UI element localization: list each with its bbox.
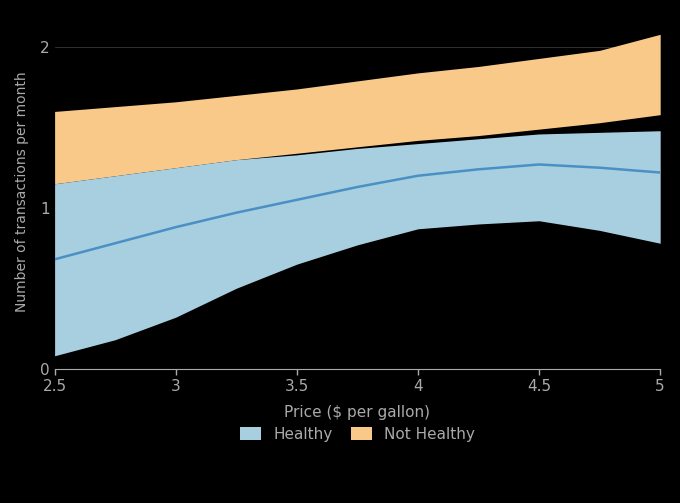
- Legend: Healthy, Not Healthy: Healthy, Not Healthy: [232, 419, 483, 449]
- X-axis label: Price ($ per gallon): Price ($ per gallon): [284, 405, 430, 420]
- Y-axis label: Number of transactions per month: Number of transactions per month: [15, 71, 29, 312]
